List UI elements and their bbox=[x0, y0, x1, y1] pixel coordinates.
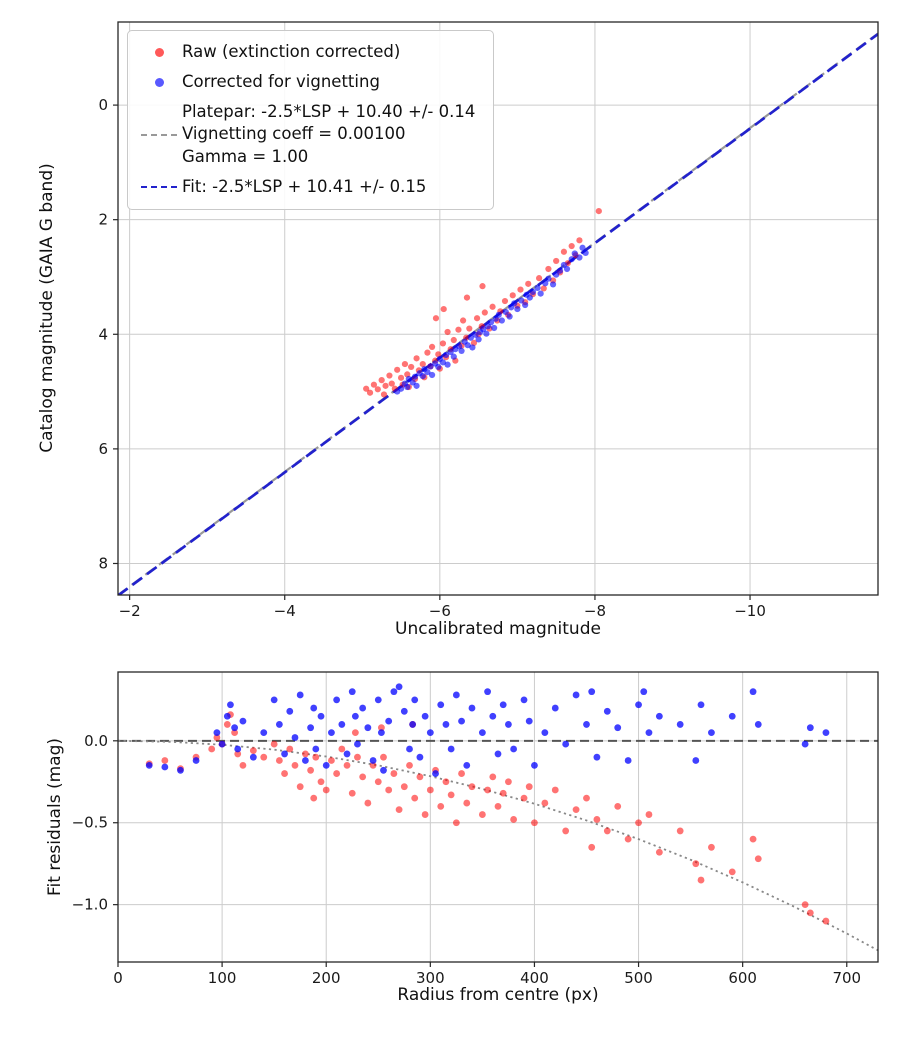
y-tick-label: 6 bbox=[98, 440, 108, 458]
legend-item-corrected: Corrected for vignetting bbox=[136, 71, 475, 94]
platepar-dashed-line-icon bbox=[136, 133, 182, 136]
legend-label-corrected: Corrected for vignetting bbox=[182, 71, 380, 91]
plot-content bbox=[118, 32, 878, 595]
y-tick-label: 0 bbox=[98, 96, 108, 114]
tick-labels: −2 −4 −6 −8 −10 0 2 4 6 8 bbox=[98, 96, 765, 620]
x-tick-label: 400 bbox=[520, 969, 549, 987]
scatter-corrected bbox=[145, 683, 830, 777]
x-tick-label: −6 bbox=[429, 602, 451, 620]
top-y-axis-label: Catalog magnitude (GAIA G band) bbox=[37, 163, 57, 453]
legend: Raw (extinction corrected) Corrected for… bbox=[127, 30, 495, 210]
scatter-raw bbox=[145, 711, 830, 925]
bottom-y-axis-label: Fit residuals (mag) bbox=[45, 738, 65, 896]
x-tick-label: −10 bbox=[734, 602, 766, 620]
y-tick-label: −0.5 bbox=[72, 814, 108, 832]
bottom-x-axis-label: Radius from centre (px) bbox=[397, 985, 599, 1005]
legend-label-raw: Raw (extinction corrected) bbox=[182, 42, 401, 61]
vignetting-curve bbox=[118, 739, 878, 952]
x-tick-label: 200 bbox=[312, 969, 341, 987]
y-tick-label: 2 bbox=[98, 211, 108, 229]
platepar-line bbox=[118, 32, 878, 595]
y-tick-label: 8 bbox=[98, 554, 108, 572]
x-tick-label: −4 bbox=[274, 602, 296, 620]
x-tick-label: 600 bbox=[728, 969, 757, 987]
x-tick-label: 0 bbox=[113, 969, 123, 987]
x-tick-label: −2 bbox=[119, 602, 141, 620]
x-tick-label: 300 bbox=[416, 969, 445, 987]
x-tick-label: 700 bbox=[832, 969, 861, 987]
x-tick-label: −8 bbox=[584, 602, 606, 620]
axes-frame bbox=[117, 671, 879, 963]
legend-label-platepar: Platepar: -2.5*LSP + 10.40 +/- 0.14 Vign… bbox=[182, 101, 476, 167]
x-tick-label: 500 bbox=[624, 969, 653, 987]
magnitude-fit-chart: −2 −4 −6 −8 −10 0 2 4 6 8 Catalog magnitude (GAIA… bbox=[37, 21, 879, 639]
corrected-dot-icon bbox=[136, 77, 182, 87]
residuals-chart: 0 100 200 300 400 500 600 700 0.0 −0.5 −1.0 Fit re… bbox=[0, 645, 900, 1050]
top-x-axis-label: Uncalibrated magnitude bbox=[395, 619, 601, 639]
x-tick-label: 100 bbox=[208, 969, 237, 987]
y-tick-label: −1.0 bbox=[72, 896, 108, 914]
y-tick-label: 0.0 bbox=[84, 732, 108, 750]
legend-item-fit: Fit: -2.5*LSP + 10.41 +/- 0.15 bbox=[136, 176, 475, 199]
legend-item-platepar: Platepar: -2.5*LSP + 10.40 +/- 0.14 Vign… bbox=[136, 101, 475, 169]
plot-content bbox=[118, 683, 878, 952]
residuals-plot-area: 0 100 200 300 400 500 600 700 0.0 −0.5 −1.0 bbox=[72, 671, 879, 987]
tick-labels: 0 100 200 300 400 500 600 700 0.0 −0.5 −1.0 bbox=[72, 732, 862, 987]
y-tick-label: 4 bbox=[98, 325, 108, 343]
axes-frame bbox=[117, 21, 879, 596]
scatter-corrected bbox=[394, 244, 589, 395]
raw-dot-icon bbox=[136, 47, 182, 57]
legend-label-fit: Fit: -2.5*LSP + 10.41 +/- 0.15 bbox=[182, 176, 427, 196]
legend-item-raw: Raw (extinction corrected) bbox=[136, 41, 475, 64]
scatter-raw bbox=[363, 207, 602, 398]
fit-dashed-line-icon bbox=[136, 186, 182, 189]
